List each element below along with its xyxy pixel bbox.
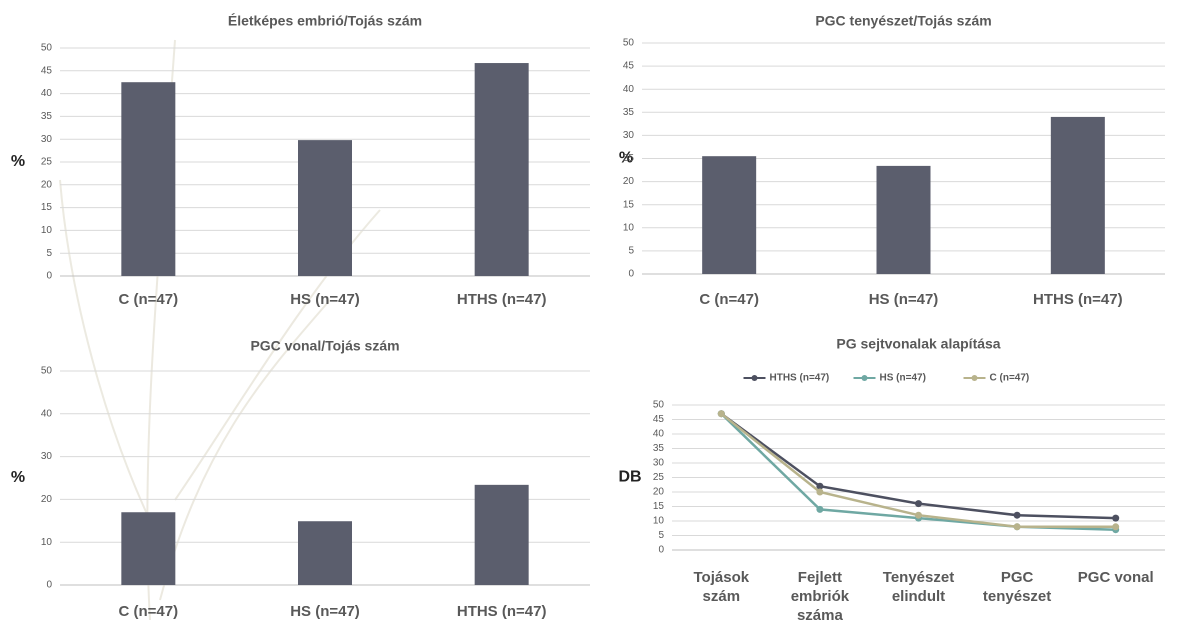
y-tick-label: 40 bbox=[623, 84, 635, 95]
legend-label: HS (n=47) bbox=[880, 373, 926, 384]
bar bbox=[475, 485, 529, 585]
legend-marker bbox=[862, 375, 868, 381]
point bbox=[1112, 523, 1119, 530]
chart-title: PGC vonal/Tojás szám bbox=[250, 338, 399, 354]
y-tick-label: 35 bbox=[623, 107, 635, 118]
y-tick-label: 40 bbox=[653, 429, 665, 440]
y-tick-label: 45 bbox=[41, 65, 53, 76]
x-tick-label: C (n=47) bbox=[119, 291, 179, 308]
y-tick-label: 30 bbox=[653, 458, 665, 469]
point bbox=[915, 500, 922, 507]
chart-title: PG sejtvonalak alapítása bbox=[836, 336, 1000, 352]
x-tick-label: C (n=47) bbox=[699, 291, 759, 308]
bar bbox=[702, 156, 756, 274]
chart-title: PGC tenyészet/Tojás szám bbox=[815, 13, 991, 29]
x-tick-label: HTHS (n=47) bbox=[1033, 291, 1123, 308]
x-tick-label: C (n=47) bbox=[119, 603, 179, 620]
x-tick-label: HTHS (n=47) bbox=[457, 291, 547, 308]
chart-title: Életképes embrió/Tojás szám bbox=[228, 13, 422, 29]
point bbox=[718, 410, 725, 417]
y-axis-label: % bbox=[11, 153, 25, 170]
point bbox=[816, 506, 823, 513]
y-tick-label: 20 bbox=[41, 179, 53, 190]
y-tick-label: 25 bbox=[623, 153, 635, 164]
bar bbox=[475, 63, 529, 276]
y-tick-label: 30 bbox=[623, 130, 635, 141]
y-tick-label: 0 bbox=[658, 545, 664, 556]
y-tick-label: 40 bbox=[41, 408, 53, 419]
x-tick-label: HTHS (n=47) bbox=[457, 603, 547, 620]
y-tick-label: 10 bbox=[623, 222, 635, 233]
y-tick-label: 50 bbox=[623, 38, 635, 49]
y-tick-label: 50 bbox=[41, 43, 53, 54]
x-tick-label: HS (n=47) bbox=[290, 291, 360, 308]
y-tick-label: 20 bbox=[623, 176, 635, 187]
y-tick-label: 20 bbox=[41, 494, 53, 505]
y-tick-label: 10 bbox=[41, 537, 53, 548]
legend-label: HTHS (n=47) bbox=[770, 373, 830, 384]
y-tick-label: 0 bbox=[628, 269, 634, 280]
bar bbox=[1051, 117, 1105, 274]
y-tick-label: 30 bbox=[41, 451, 53, 462]
y-tick-label: 0 bbox=[46, 580, 52, 591]
y-tick-label: 5 bbox=[628, 246, 634, 257]
y-tick-label: 25 bbox=[653, 472, 665, 483]
point bbox=[816, 489, 823, 496]
y-tick-label: 35 bbox=[653, 443, 665, 454]
x-tick-label: PGC vonal bbox=[1078, 569, 1154, 586]
y-tick-label: 50 bbox=[41, 366, 53, 377]
bar bbox=[298, 140, 352, 276]
y-tick-label: 35 bbox=[41, 111, 53, 122]
y-tick-label: 30 bbox=[41, 134, 53, 145]
x-tick-label: HS (n=47) bbox=[290, 603, 360, 620]
bar bbox=[298, 521, 352, 585]
y-tick-label: 0 bbox=[46, 271, 52, 282]
y-tick-label: 45 bbox=[623, 61, 635, 72]
y-tick-label: 15 bbox=[41, 202, 53, 213]
y-axis-label: DB bbox=[618, 469, 641, 486]
point bbox=[915, 512, 922, 519]
y-axis-label: % bbox=[11, 469, 25, 486]
y-tick-label: 5 bbox=[658, 530, 664, 541]
y-tick-label: 15 bbox=[653, 501, 665, 512]
point bbox=[1014, 512, 1021, 519]
legend-marker bbox=[752, 375, 758, 381]
y-tick-label: 50 bbox=[653, 400, 665, 411]
dashboard: Életképes embrió/Tojás szám% 0 5 10 15 20 25 30… bbox=[0, 0, 1184, 633]
point bbox=[1014, 523, 1021, 530]
y-tick-label: 5 bbox=[46, 248, 52, 259]
y-tick-label: 25 bbox=[41, 157, 53, 168]
y-tick-label: 45 bbox=[653, 414, 665, 425]
legend-marker bbox=[972, 375, 978, 381]
y-tick-label: 20 bbox=[653, 487, 665, 498]
bar bbox=[877, 166, 931, 274]
point bbox=[1112, 515, 1119, 522]
bar bbox=[121, 512, 175, 585]
legend-label: C (n=47) bbox=[990, 373, 1030, 384]
y-tick-label: 10 bbox=[653, 516, 665, 527]
y-tick-label: 15 bbox=[623, 199, 635, 210]
bar bbox=[121, 82, 175, 276]
y-tick-label: 40 bbox=[41, 88, 53, 99]
y-tick-label: 10 bbox=[41, 225, 53, 236]
x-tick-label: HS (n=47) bbox=[869, 291, 939, 308]
